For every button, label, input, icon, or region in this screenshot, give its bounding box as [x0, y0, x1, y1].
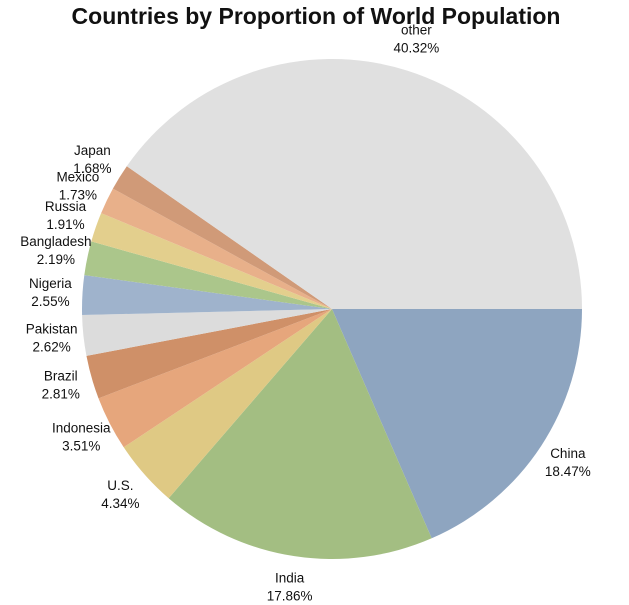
slice-label: other	[401, 22, 432, 37]
pie-slice	[332, 309, 582, 539]
slice-value-label: 4.34%	[101, 496, 139, 511]
pie-slice	[91, 213, 333, 309]
slice-value-label: 2.55%	[31, 294, 69, 309]
slice-value-label: 40.32%	[394, 40, 440, 55]
slice-value-label: 18.47%	[545, 464, 591, 479]
slice-label: China	[550, 446, 586, 461]
slice-label: India	[275, 570, 305, 585]
slice-label: Nigeria	[29, 276, 72, 291]
slice-label: Japan	[74, 143, 111, 158]
pie-slice	[82, 309, 333, 356]
slice-value-label: 2.19%	[37, 252, 75, 267]
slice-value-label: 1.91%	[46, 217, 84, 232]
slice-label: Indonesia	[52, 421, 111, 436]
pie-slice	[82, 275, 333, 316]
pie-slice	[84, 241, 332, 309]
slice-value-label: 1.68%	[73, 161, 111, 176]
pie-slice	[86, 309, 332, 399]
slice-value-label: 17.86%	[267, 588, 313, 603]
slice-label: Pakistan	[26, 322, 78, 337]
slice-value-label: 2.81%	[42, 387, 80, 402]
pie-slice	[168, 309, 432, 560]
slice-value-label: 3.51%	[62, 439, 100, 454]
pie-slice	[123, 309, 332, 499]
pie-slice	[101, 188, 332, 309]
chart-title: Countries by Proportion of World Populat…	[72, 3, 561, 29]
slice-label: Mexico	[56, 169, 99, 184]
pie-slice	[126, 58, 582, 310]
slice-label: U.S.	[107, 478, 133, 493]
slice-label: Brazil	[44, 369, 78, 384]
pie-slice	[112, 166, 333, 309]
pie-slice	[98, 309, 332, 448]
slice-value-label: 2.62%	[32, 340, 70, 355]
slice-label: Bangladesh	[20, 234, 91, 249]
slice-value-label: 1.73%	[59, 187, 97, 202]
slice-label: Russia	[45, 199, 87, 214]
